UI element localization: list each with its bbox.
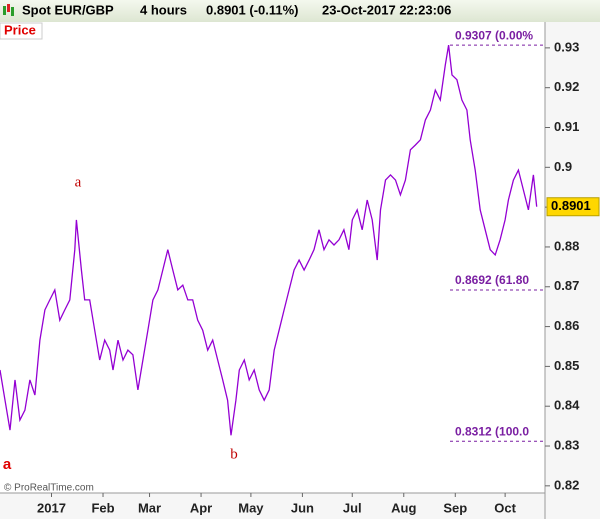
- x-tick-label: Mar: [138, 500, 161, 515]
- panel-label: Price: [4, 22, 36, 37]
- y-tick-label: 0.9: [554, 159, 572, 174]
- price-line: [0, 44, 538, 436]
- fib-level-label: 0.8692 (61.80: [455, 273, 529, 287]
- y-tick-label: 0.93: [554, 39, 579, 54]
- y-tick-label: 0.88: [554, 238, 579, 253]
- y-tick-label: 0.86: [554, 318, 579, 333]
- y-axis-area: [545, 22, 600, 519]
- header-icon: [3, 4, 14, 16]
- y-tick-label: 0.82: [554, 477, 579, 492]
- header-bar: [0, 0, 600, 22]
- fib-level-label: 0.8312 (100.0: [455, 424, 529, 438]
- x-axis-area: [0, 493, 545, 519]
- fib-level-label: 0.9307 (0.00%: [455, 28, 533, 42]
- y-tick-label: 0.83: [554, 437, 579, 452]
- panel-label-box: [0, 22, 43, 40]
- x-tick-label: Jun: [291, 500, 314, 515]
- x-tick-label: 2017: [37, 500, 66, 515]
- y-tick-label: 0.91: [554, 119, 579, 134]
- y-tick-label: 0.87: [554, 278, 579, 293]
- x-tick-label: Jul: [343, 500, 362, 515]
- copyright: © ProRealTime.com: [4, 483, 94, 494]
- x-tick-label: May: [238, 500, 264, 515]
- wave-label: a: [75, 174, 82, 190]
- x-tick-label: Sep: [443, 500, 467, 515]
- x-tick-label: Oct: [494, 500, 516, 515]
- last-price-badge: [546, 197, 600, 217]
- x-tick-label: Feb: [91, 500, 114, 515]
- timestamp: 23-Oct-2017 22:23:06: [322, 2, 451, 17]
- y-tick-label: 0.84: [554, 398, 580, 413]
- y-tick-label: 0.85: [554, 358, 579, 373]
- x-tick-label: Apr: [190, 500, 212, 515]
- instrument: Spot EUR/GBP: [22, 2, 114, 17]
- wave-label: b: [230, 446, 238, 462]
- quote: 0.8901 (-0.11%): [206, 2, 299, 17]
- last-price-label: 0.8901: [551, 198, 591, 213]
- y-tick-label: 0.92: [554, 79, 579, 94]
- timeframe: 4 hours: [140, 2, 187, 17]
- x-tick-label: Aug: [391, 500, 416, 515]
- wave-label: a: [3, 456, 12, 473]
